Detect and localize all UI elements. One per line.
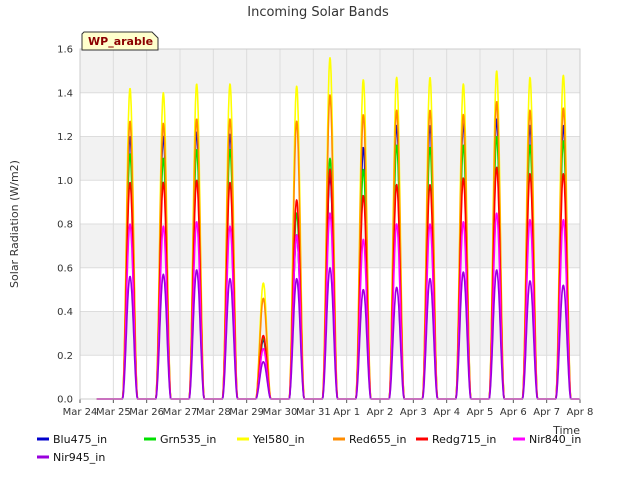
y-tick-label: 1.6 — [57, 45, 73, 56]
plot-band — [80, 311, 580, 356]
y-tick-label: 1.0 — [57, 176, 73, 187]
y-tick-label: 0.4 — [57, 307, 73, 318]
x-tick-label: Mar 29 — [229, 407, 264, 418]
x-tick-label: Apr 1 — [333, 407, 360, 418]
plot-frame — [79, 48, 581, 400]
x-tick-label: Mar 26 — [129, 407, 164, 418]
legend-label: Red655_in — [349, 433, 406, 446]
x-tick-label: Apr 4 — [433, 407, 460, 418]
legend-label: Blu475_in — [53, 433, 107, 446]
y-tick-label: 0.8 — [57, 220, 73, 231]
x-tick-label: Mar 24 — [63, 407, 98, 418]
y-tick-label: 1.2 — [57, 132, 73, 143]
badge-frame — [81, 31, 159, 51]
legend-label: Redg715_in — [432, 433, 496, 446]
x-axis-label: Time — [552, 424, 580, 437]
x-tick-label: Apr 8 — [567, 407, 594, 418]
y-tick-label: 0.6 — [57, 263, 73, 274]
y-tick-labels: 0.0 0.2 0.4 0.6 0.8 1.0 1.2 1.4 1.6 — [57, 45, 73, 406]
x-tick-label: Mar 30 — [263, 407, 298, 418]
y-tick-label: 0.2 — [57, 351, 73, 362]
y-axis-label: Solar Radiation (W/m2) — [8, 160, 21, 288]
badge-label: WP_arable — [88, 35, 153, 48]
legend-label: Yel580_in — [252, 433, 305, 446]
legend: Blu475_in Grn535_in Yel580_in Red655_in Redg… — [37, 433, 581, 464]
station-badge: WP_arable — [81, 31, 159, 51]
legend-label: Grn535_in — [160, 433, 216, 446]
x-tick-label: Mar 31 — [296, 407, 331, 418]
legend-label: Nir945_in — [53, 451, 105, 464]
plot-band — [80, 224, 580, 268]
x-tick-label: Apr 2 — [367, 407, 394, 418]
x-tick-label: Mar 28 — [196, 407, 231, 418]
chart-title: Incoming Solar Bands — [247, 5, 389, 20]
x-tick-label: Apr 7 — [533, 407, 560, 418]
x-tick-label: Mar 25 — [96, 407, 131, 418]
x-tick-label: Apr 5 — [467, 407, 494, 418]
legend-label: Nir840_in — [529, 433, 581, 446]
y-tick-label: 0.0 — [57, 395, 73, 406]
x-tick-label: Apr 3 — [400, 407, 427, 418]
x-tick-label: Mar 27 — [163, 407, 198, 418]
axes — [79, 48, 581, 403]
y-tick-label: 1.4 — [57, 88, 73, 99]
plot-band — [80, 49, 580, 93]
x-tick-label: Apr 6 — [500, 407, 527, 418]
